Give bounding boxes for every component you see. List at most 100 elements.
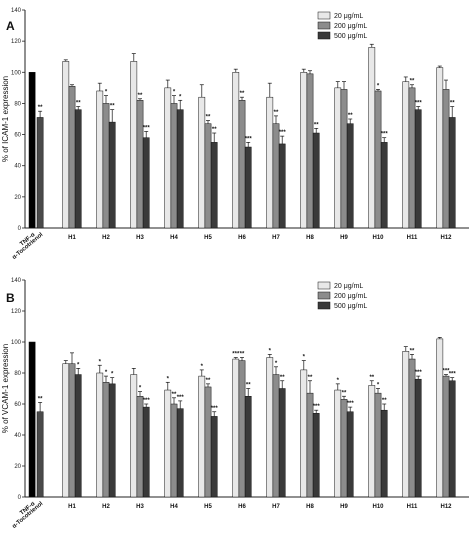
significance-mark: *: [173, 90, 176, 96]
significance-mark: **: [138, 93, 143, 99]
bar-H2-s3: [108, 383, 116, 498]
significance-mark: **: [38, 105, 43, 111]
y-tick-label: 60: [14, 402, 21, 408]
bar-H5-s2: [204, 386, 212, 498]
bar-H11-s1: [402, 81, 410, 229]
category-label: H10: [372, 235, 384, 241]
category-label: H12: [440, 235, 452, 241]
legend-label: 500 μg/mL: [334, 303, 367, 310]
control-bar: [28, 72, 36, 229]
bar-H6-s2: [238, 360, 246, 498]
significance-mark: **: [314, 122, 319, 128]
bar-H4-s2: [170, 403, 178, 498]
y-tick-label: 80: [14, 101, 21, 107]
significance-mark: **: [240, 352, 245, 358]
category-label: H6: [238, 235, 246, 241]
y-tick-label: 20: [14, 195, 21, 201]
bar-H3-s3: [142, 137, 150, 229]
significance-mark: *: [111, 372, 114, 378]
significance-mark: **: [38, 396, 43, 402]
significance-mark: *: [269, 348, 272, 354]
bar-H10-s3: [380, 409, 388, 498]
category-label: H9: [340, 235, 348, 241]
significance-mark: **: [206, 378, 211, 384]
significance-mark: ***: [143, 398, 151, 404]
category-label: H10: [372, 504, 384, 510]
bar-H3-s2: [136, 396, 144, 498]
y-tick-label: 60: [14, 133, 21, 139]
bar-H6-s2: [238, 100, 246, 229]
category-label: H7: [272, 504, 280, 510]
significance-mark: *: [105, 90, 108, 96]
significance-mark: **: [382, 398, 387, 404]
y-tick-label: 120: [11, 309, 22, 315]
legend-label: 200 μg/mL: [334, 293, 367, 300]
significance-mark: *: [167, 376, 170, 382]
significance-mark: *: [77, 362, 80, 368]
significance-mark: ***: [449, 372, 457, 378]
bar-H4-s1: [164, 389, 172, 498]
panel-A: 0 20 40 60 80 100 120 140 % of ICAM-1 expression…: [1, 8, 469, 261]
significance-mark: *: [377, 383, 380, 389]
control-bar: [36, 411, 44, 498]
bar-H5-s1: [198, 96, 206, 229]
panel-label: A: [6, 19, 15, 33]
legend-swatch: [317, 11, 331, 20]
bar-H8-s1: [300, 72, 308, 229]
bar-H9-s3: [346, 411, 354, 498]
significance-mark: *: [201, 364, 204, 370]
legend-swatch: [317, 301, 331, 310]
significance-mark: **: [342, 390, 347, 396]
significance-mark: **: [410, 348, 415, 354]
bar-H10-s2: [374, 90, 382, 229]
significance-mark: *: [105, 370, 108, 376]
y-tick-label: 100: [11, 340, 22, 346]
bar-H11-s2: [408, 358, 416, 498]
bar-H11-s2: [408, 87, 416, 229]
bar-H8-s1: [300, 369, 308, 498]
significance-mark: ***: [245, 136, 253, 142]
bar-H1-s3: [74, 374, 82, 498]
y-tick-label: 120: [11, 39, 22, 45]
significance-mark: ***: [381, 132, 389, 138]
bar-H4-s1: [164, 87, 172, 229]
bar-H9-s1: [334, 389, 342, 498]
significance-mark: **: [348, 113, 353, 119]
bar-H11-s3: [414, 109, 422, 229]
bar-H5-s2: [204, 123, 212, 229]
legend-swatch: [317, 291, 331, 300]
significance-mark: **: [76, 101, 81, 107]
significance-mark: ***: [415, 370, 423, 376]
significance-mark: ***: [279, 130, 287, 136]
significance-mark: **: [274, 110, 279, 116]
y-tick-label: 40: [14, 433, 21, 439]
bar-H10-s1: [368, 385, 376, 498]
y-tick-label: 0: [18, 226, 22, 232]
bar-H5-s3: [210, 142, 218, 229]
category-label: H3: [136, 235, 144, 241]
bar-H7-s1: [266, 96, 274, 229]
significance-mark: **: [172, 392, 177, 398]
bar-H8-s3: [312, 413, 320, 498]
bar-H11-s1: [402, 351, 410, 498]
bar-H2-s2: [102, 103, 110, 229]
bar-H10-s2: [374, 392, 382, 498]
significance-mark: *: [377, 83, 380, 89]
panel-B: 0 20 40 60 80 100 120 140 % of VCAM-1 expression…: [1, 278, 469, 530]
category-label: H2: [102, 504, 110, 510]
significance-mark: **: [110, 104, 115, 110]
bar-H12-s3: [448, 380, 456, 498]
legend-swatch: [317, 21, 331, 30]
y-tick-label: 100: [11, 70, 22, 76]
bar-H10-s3: [380, 142, 388, 229]
bar-H1-s1: [62, 363, 70, 498]
bar-H7-s3: [278, 388, 286, 498]
bar-H2-s1: [96, 372, 104, 498]
y-tick-label: 140: [11, 278, 22, 284]
bar-H12-s1: [436, 338, 444, 498]
legend-label: 500 μg/mL: [334, 33, 367, 40]
category-label: H8: [306, 235, 314, 241]
bar-H12-s2: [442, 375, 450, 498]
bar-H3-s2: [136, 100, 144, 229]
significance-mark: ***: [442, 369, 450, 375]
